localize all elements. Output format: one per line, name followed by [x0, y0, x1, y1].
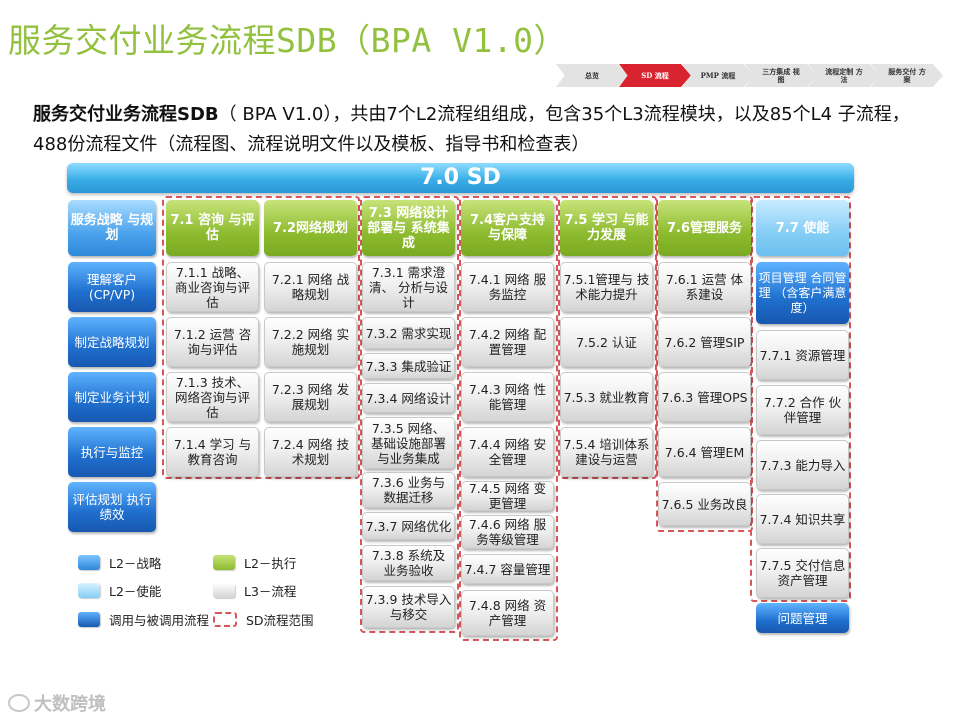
sd-scope-outline-col7: [750, 196, 851, 602]
strategy-item[interactable]: 制定战略规划: [68, 317, 156, 367]
strategy-item[interactable]: 理解客户 (CP/VP): [68, 262, 156, 312]
legend-l2-execute: L2－执行: [213, 553, 296, 572]
process-7-6-1[interactable]: 7.6.1 运营 体系建设: [658, 262, 751, 312]
process-7-2-1[interactable]: 7.2.1 网络 战略规划: [264, 262, 357, 312]
strategy-item[interactable]: 评估规划 执行绩效: [68, 482, 156, 532]
description-bold: 服务交付业务流程SDB: [33, 104, 219, 125]
process-7-6-5[interactable]: 7.6.5 业务改良: [658, 482, 751, 526]
process-7-7-4[interactable]: 7.7.4 知识共享: [756, 494, 849, 544]
process-7-6-4[interactable]: 7.6.4 管理EM: [658, 427, 751, 477]
legend-called-process: 调用与被调用流程: [78, 610, 209, 629]
legend-swatch: [78, 555, 100, 570]
breadcrumb-step-integration[interactable]: 三方集成 视图: [745, 64, 817, 87]
process-7-3-4[interactable]: 7.3.4 网络设计: [362, 383, 455, 413]
legend-l2-enable: L2－使能: [78, 581, 161, 600]
breadcrumb-step-customization[interactable]: 流程定制 方法: [808, 64, 880, 87]
process-7-2-4[interactable]: 7.2.4 网络 技术规划: [264, 427, 357, 477]
legend-swatch: [78, 583, 100, 598]
process-7-5-2[interactable]: 7.5.2 认证: [560, 317, 653, 367]
page-title: 服务交付业务流程SDB（BPA V1.0）: [8, 21, 568, 60]
sd-banner: 7.0 SD: [67, 163, 854, 193]
column-header-7-7[interactable]: 7.7 使能: [756, 200, 849, 256]
process-7-4-3[interactable]: 7.4.3 网络 性能管理: [461, 372, 554, 422]
strategy-header[interactable]: 服务战略 与规划: [68, 200, 156, 256]
watermark-logo-icon: [8, 694, 30, 712]
process-7-6-2[interactable]: 7.6.2 管理SIP: [658, 317, 751, 367]
process-7-2-2[interactable]: 7.2.2 网络 实施规划: [264, 317, 357, 367]
legend-swatch: [213, 612, 237, 627]
column-header-7-2[interactable]: 7.2网络规划: [264, 200, 357, 256]
sd-scope-outline-col3: [360, 196, 459, 633]
process-7-4-6[interactable]: 7.4.6 网络 服务等级管理: [461, 515, 554, 549]
process-7-1-4[interactable]: 7.1.4 学习 与教育咨询: [166, 427, 259, 477]
breadcrumb-step-overview[interactable]: 总览: [556, 64, 628, 87]
description-rest: （ BPA V1.0），共由7个L2流程组组成，包含35个L3流程模块，以及85…: [33, 104, 910, 155]
process-7-7-1[interactable]: 7.7.1 资源管理: [756, 330, 849, 380]
legend-l2-strategy: L2－战略: [78, 553, 161, 572]
sd-scope-outline-col4: [459, 196, 558, 641]
process-7-3-5[interactable]: 7.3.5 网络、 基础设施部署 与业务集成: [362, 417, 455, 469]
process-7-1-3[interactable]: 7.1.3 技术、 网络咨询与评估: [166, 372, 259, 422]
breadcrumb-step-solution[interactable]: 服务交付 方案: [871, 64, 943, 87]
legend-l3-process: L3－流程: [213, 581, 296, 600]
breadcrumb: 总览 SD 流程 PMP 流程 三方集成 视图 流程定制 方法 服务交付 方案: [556, 64, 950, 87]
process-7-4-1[interactable]: 7.4.1 网络 服务监控: [461, 262, 554, 312]
process-7-7-2[interactable]: 7.7.2 合作 伙伴管理: [756, 385, 849, 435]
process-7-7-3[interactable]: 7.7.3 能力导入: [756, 440, 849, 490]
process-7-4-7[interactable]: 7.4.7 容量管理: [461, 554, 554, 584]
process-7-4-8[interactable]: 7.4.8 网络 资产管理: [461, 590, 554, 636]
legend-swatch: [213, 583, 235, 598]
sd-scope-outline-main: [162, 196, 360, 479]
process-7-5-4[interactable]: 7.5.4 培训体系 建设与运营: [560, 427, 653, 477]
process-7-5-3[interactable]: 7.5.3 就业教育: [560, 372, 653, 422]
process-7-3-6[interactable]: 7.3.6 业务与 数据迁移: [362, 472, 455, 508]
column-header-7-5[interactable]: 7.5 学习 与能力发展: [560, 200, 653, 256]
process-7-3-9[interactable]: 7.3.9 技术导入 与移交: [362, 586, 455, 628]
process-7-6-3[interactable]: 7.6.3 管理OPS: [658, 372, 751, 422]
breadcrumb-step-pmp[interactable]: PMP 流程: [682, 64, 754, 87]
sd-scope-outline-col6: [656, 196, 753, 532]
process-7-4-4[interactable]: 7.4.4 网络 安全管理: [461, 427, 554, 477]
process-7-3-2[interactable]: 7.3.2 需求实现: [362, 317, 455, 349]
process-problem-mgmt[interactable]: 问题管理: [756, 603, 849, 633]
legend-sd-scope: SD流程范围: [213, 610, 314, 629]
breadcrumb-step-sd[interactable]: SD 流程: [619, 64, 691, 87]
process-project-contract-mgmt[interactable]: 项目管理 合同管理 （含客户满意度）: [756, 262, 849, 324]
legend-swatch: [78, 612, 100, 627]
process-7-3-3[interactable]: 7.3.3 集成验证: [362, 353, 455, 379]
process-7-5-1[interactable]: 7.5.1管理与 技术能力提升: [560, 262, 653, 312]
strategy-item[interactable]: 制定业务计划: [68, 372, 156, 422]
process-7-4-2[interactable]: 7.4.2 网络 配置管理: [461, 317, 554, 367]
process-7-3-8[interactable]: 7.3.8 系统及 业务验收: [362, 545, 455, 581]
process-7-3-1[interactable]: 7.3.1 需求澄清、 分析与设计: [362, 262, 455, 312]
column-header-7-1[interactable]: 7.1 咨询 与评估: [166, 200, 259, 256]
process-7-3-7[interactable]: 7.3.7 网络优化: [362, 512, 455, 540]
process-7-1-2[interactable]: 7.1.2 运营 咨询与评估: [166, 317, 259, 367]
process-7-7-5[interactable]: 7.7.5 交付信息 资产管理: [756, 548, 849, 598]
column-header-7-4[interactable]: 7.4客户支持 与保障: [461, 200, 554, 256]
watermark: 大数跨境: [8, 690, 106, 716]
process-7-2-3[interactable]: 7.2.3 网络 发展规划: [264, 372, 357, 422]
process-7-1-1[interactable]: 7.1.1 战略、 商业咨询与评估: [166, 262, 259, 312]
strategy-item[interactable]: 执行与监控: [68, 427, 156, 477]
description: 服务交付业务流程SDB（ BPA V1.0），共由7个L2流程组组成，包含35个…: [33, 100, 923, 160]
column-header-7-3[interactable]: 7.3 网络设计 部署与 系统集成: [362, 200, 455, 256]
column-header-7-6[interactable]: 7.6管理服务: [658, 200, 751, 256]
process-7-4-5[interactable]: 7.4.5 网络 变更管理: [461, 481, 554, 511]
legend-swatch: [213, 555, 235, 570]
